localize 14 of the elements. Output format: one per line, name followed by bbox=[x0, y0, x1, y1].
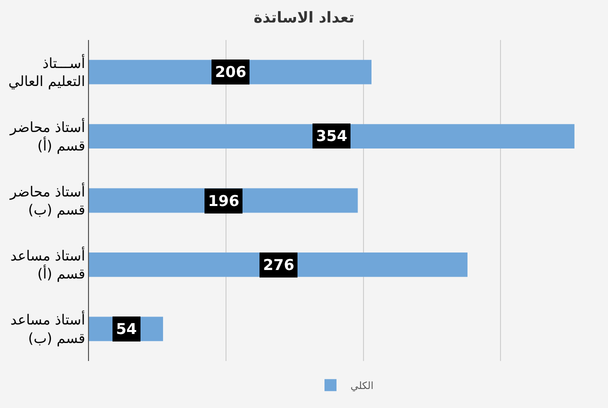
bar bbox=[89, 124, 574, 148]
data-label: 196 bbox=[208, 192, 240, 210]
y-tick-label: أستاذ مساعد قسم (ب) bbox=[10, 310, 86, 347]
bar bbox=[89, 252, 468, 277]
data-label: 354 bbox=[316, 127, 348, 145]
y-tick-label: أستاذ مساعد قسم (أ) bbox=[10, 246, 86, 283]
data-label: 54 bbox=[116, 320, 137, 338]
data-label: 206 bbox=[215, 63, 246, 81]
data-label: 276 bbox=[263, 256, 294, 274]
legend-label: الكلي bbox=[350, 381, 374, 392]
chart-title: تعداد الاساتذة bbox=[254, 8, 354, 27]
y-tick-label: أســـتاذ التعليم العالي bbox=[8, 54, 86, 90]
y-tick-label: أستاذ محاضر قسم (أ) bbox=[8, 118, 86, 154]
y-tick-label: أستاذ محاضر قسم (ب) bbox=[8, 182, 86, 218]
